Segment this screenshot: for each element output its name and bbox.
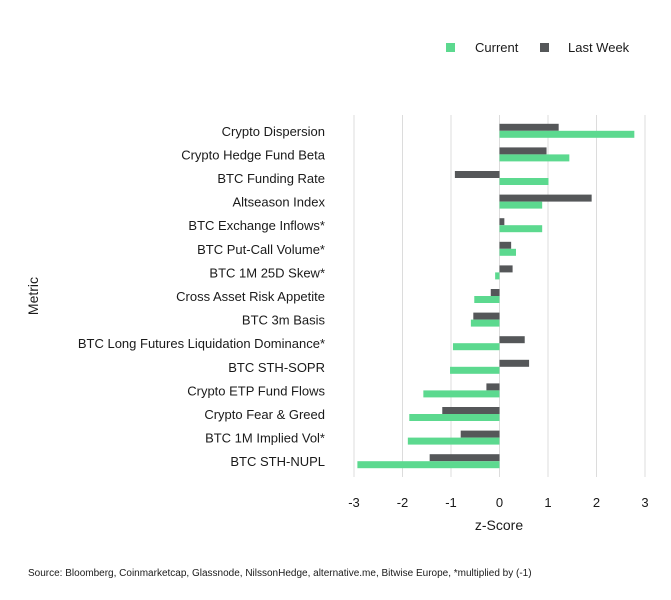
- bar-current: [499, 154, 570, 162]
- category-label: BTC 3m Basis: [242, 313, 326, 328]
- legend-swatch-current: [446, 43, 455, 52]
- bar-last-week: [499, 241, 512, 249]
- x-tick-label: 2: [593, 495, 600, 510]
- bar-current: [452, 343, 500, 351]
- bar-current: [499, 178, 549, 185]
- legend-label-last-week: Last Week: [568, 40, 630, 55]
- legend-label-current: Current: [475, 40, 519, 55]
- bar-last-week: [499, 265, 513, 273]
- bar-current: [423, 390, 500, 398]
- category-label: BTC 1M 25D Skew*: [209, 265, 325, 280]
- category-label: BTC Put-Call Volume*: [197, 242, 325, 257]
- bar-last-week: [499, 336, 525, 344]
- category-label: BTC Long Futures Liquidation Dominance*: [78, 336, 325, 351]
- bar-current: [470, 319, 500, 327]
- category-label: Crypto Fear & Greed: [204, 407, 325, 422]
- bar-last-week: [486, 383, 500, 391]
- legend: Current Last Week: [446, 40, 630, 55]
- category-label: BTC STH-NUPL: [230, 454, 325, 469]
- bar-last-week: [454, 171, 500, 178]
- bar-last-week: [499, 147, 547, 155]
- bar-last-week: [499, 123, 559, 131]
- x-tick-label: 1: [544, 495, 551, 510]
- bar-last-week: [499, 359, 530, 367]
- category-label: Crypto Hedge Fund Beta: [181, 147, 326, 162]
- category-label: Crypto ETP Fund Flows: [187, 383, 325, 398]
- bar-current: [495, 272, 500, 280]
- category-label: Crypto Dispersion: [222, 124, 325, 139]
- category-label: BTC STH-SOPR: [228, 360, 325, 375]
- bar-current: [357, 461, 500, 469]
- bar-last-week: [442, 407, 500, 414]
- source-note: Source: Bloomberg, Coinmarketcap, Glassn…: [28, 568, 532, 579]
- category-label: BTC 1M Implied Vol*: [205, 431, 325, 446]
- x-tick-label: 3: [641, 495, 648, 510]
- bar-current: [407, 437, 500, 445]
- category-label: Altseason Index: [232, 195, 325, 210]
- x-axis-label: z-Score: [475, 517, 523, 533]
- bar-last-week: [499, 194, 592, 202]
- bar-last-week: [499, 218, 505, 226]
- category-label: BTC Exchange Inflows*: [188, 218, 325, 233]
- bar-current: [499, 130, 635, 138]
- bar-last-week: [473, 312, 500, 320]
- bar-current: [499, 201, 543, 209]
- x-tick-label: -2: [397, 495, 409, 510]
- x-tick-label: -1: [445, 495, 457, 510]
- bar-current: [474, 296, 500, 303]
- bar-current: [409, 414, 500, 421]
- category-label: Cross Asset Risk Appetite: [176, 289, 325, 304]
- y-axis-label: Metric: [25, 277, 41, 315]
- category-label: BTC Funding Rate: [217, 171, 325, 186]
- x-tick-label: 0: [496, 495, 503, 510]
- bar-current: [499, 248, 516, 256]
- bar-current: [450, 366, 500, 374]
- bar-last-week: [490, 289, 500, 296]
- legend-swatch-last-week: [540, 43, 549, 52]
- bar-last-week: [460, 430, 500, 438]
- bar-current: [499, 225, 543, 233]
- x-tick-label: -3: [348, 495, 360, 510]
- bar-last-week: [429, 454, 500, 462]
